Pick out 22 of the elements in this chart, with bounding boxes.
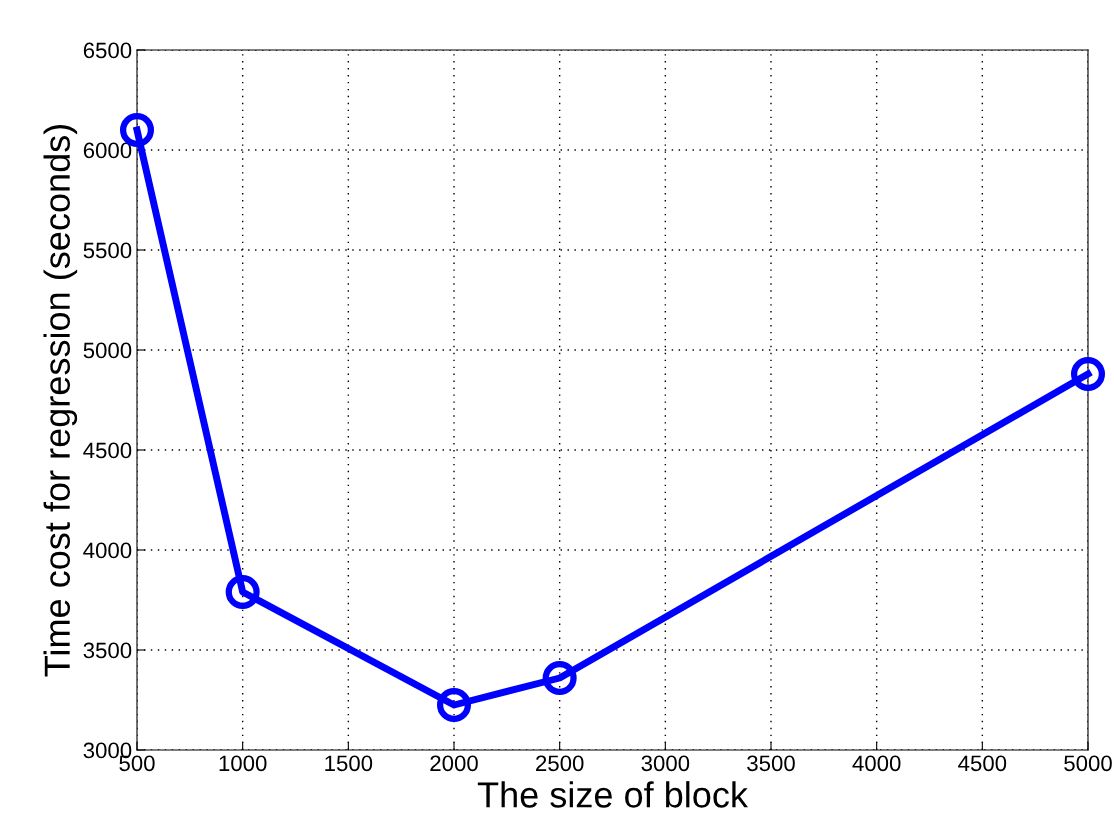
x-tick-label: 2000 [430,755,478,772]
y-axis-title: Time cost for regression (seconds) [43,124,78,677]
x-tick-label: 3500 [747,755,795,772]
y-tick-label: 5500 [83,242,132,259]
x-tick-label: 2500 [536,755,584,772]
y-tick-label: 4500 [83,442,132,459]
point [542,660,577,696]
y-tick-label: 6500 [83,42,132,59]
y-tick-label: 4000 [83,542,132,559]
x-tick-label: 4000 [852,755,901,772]
x-tick-label: 3000 [641,755,690,772]
x-tick-label: 1000 [219,755,267,772]
point [225,574,260,610]
x-tick-label: 5000 [1064,755,1112,772]
x-tick-label: 4500 [958,755,1007,772]
x-tick-label: 1500 [325,755,373,772]
point [436,687,472,723]
point [1070,356,1106,392]
x-axis-title: The size of block [477,781,749,808]
y-tick-label: 6000 [83,142,132,159]
y-tick-label: 5000 [83,342,132,359]
y-tick-label: 3500 [83,642,132,659]
